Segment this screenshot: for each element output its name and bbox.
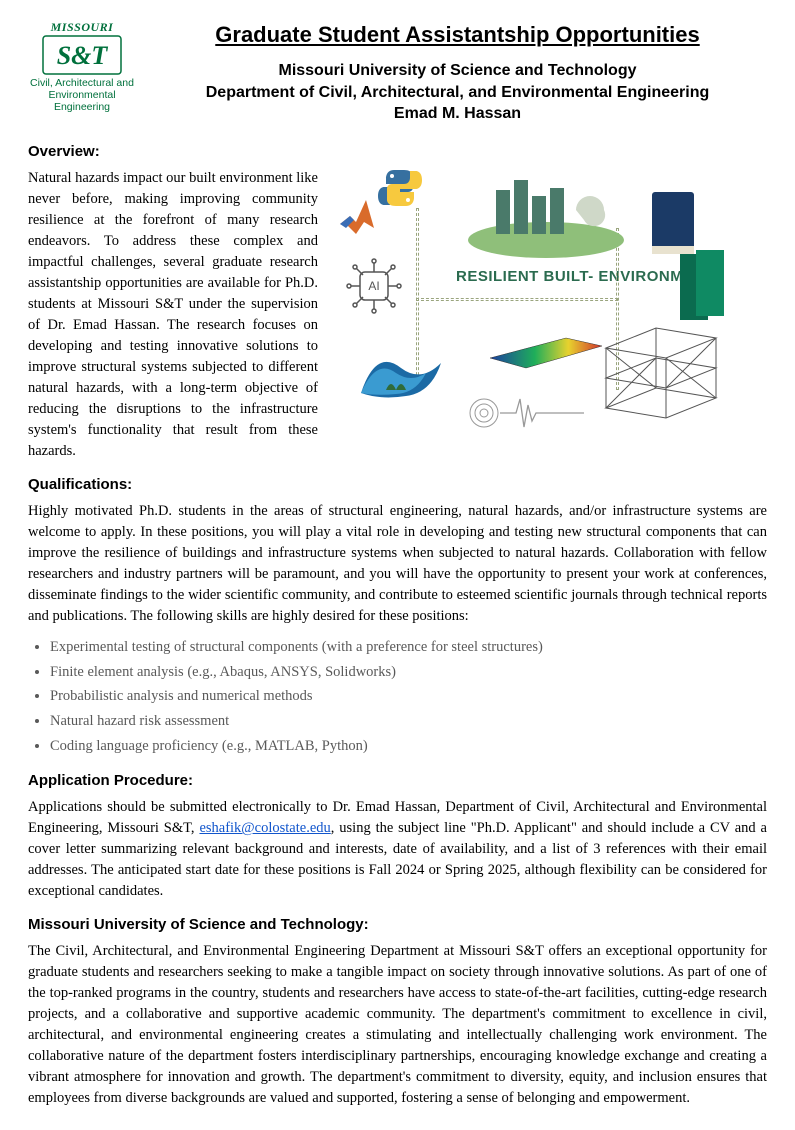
overview-heading: Overview: xyxy=(28,143,767,160)
subtitle-line3: Emad M. Hassan xyxy=(148,103,767,125)
about-heading: Missouri University of Science and Techn… xyxy=(28,916,767,933)
logo-subtitle-2: Environmental Engineering xyxy=(28,89,136,113)
overview-text: Natural hazards impact our built environ… xyxy=(28,168,318,462)
logo-mark-icon: S&T xyxy=(42,35,122,75)
city-icon xyxy=(466,170,626,260)
logo: MISSOURI S&T Civil, Architectural and En… xyxy=(28,20,136,113)
logo-top-word: MISSOURI xyxy=(28,20,136,35)
skills-list: Experimental testing of structural compo… xyxy=(50,635,767,758)
beam-fem-icon xyxy=(486,328,606,374)
logo-subtitle-1: Civil, Architectural and xyxy=(28,77,136,89)
application-heading: Application Procedure: xyxy=(28,772,767,789)
python-icon xyxy=(376,164,424,212)
matlab-icon xyxy=(336,196,378,238)
ai-chip-icon: AI xyxy=(346,258,402,314)
header-row: MISSOURI S&T Civil, Architectural and En… xyxy=(28,20,767,125)
page-title: Graduate Student Assistantship Opportuni… xyxy=(215,22,699,48)
header-center: Graduate Student Assistantship Opportuni… xyxy=(148,20,767,125)
application-text: Applications should be submitted electro… xyxy=(28,797,767,902)
list-item: Probabilistic analysis and numerical met… xyxy=(50,684,767,709)
list-item: Experimental testing of structural compo… xyxy=(50,635,767,660)
svg-text:S&T: S&T xyxy=(57,41,109,70)
list-item: Finite element analysis (e.g., Abaqus, A… xyxy=(50,660,767,685)
qualifications-intro: Highly motivated Ph.D. students in the a… xyxy=(28,501,767,627)
subtitle-line2: Department of Civil, Architectural, and … xyxy=(148,82,767,104)
svg-text:AI: AI xyxy=(368,279,379,293)
structure-frame-icon xyxy=(586,298,736,428)
qualifications-heading: Qualifications: xyxy=(28,476,767,493)
wave-icon xyxy=(356,338,446,408)
concept-figure: RESILIENT BUILT- ENVIRONMENT AI xyxy=(336,168,767,438)
subtitle-line1: Missouri University of Science and Techn… xyxy=(148,60,767,82)
email-link[interactable]: eshafik@colostate.edu xyxy=(199,820,330,836)
overview-wrap: Natural hazards impact our built environ… xyxy=(28,168,767,462)
list-item: Coding language proficiency (e.g., MATLA… xyxy=(50,734,767,759)
list-item: Natural hazard risk assessment xyxy=(50,709,767,734)
seismic-icon xyxy=(466,393,586,433)
about-text: The Civil, Architectural, and Environmen… xyxy=(28,941,767,1109)
